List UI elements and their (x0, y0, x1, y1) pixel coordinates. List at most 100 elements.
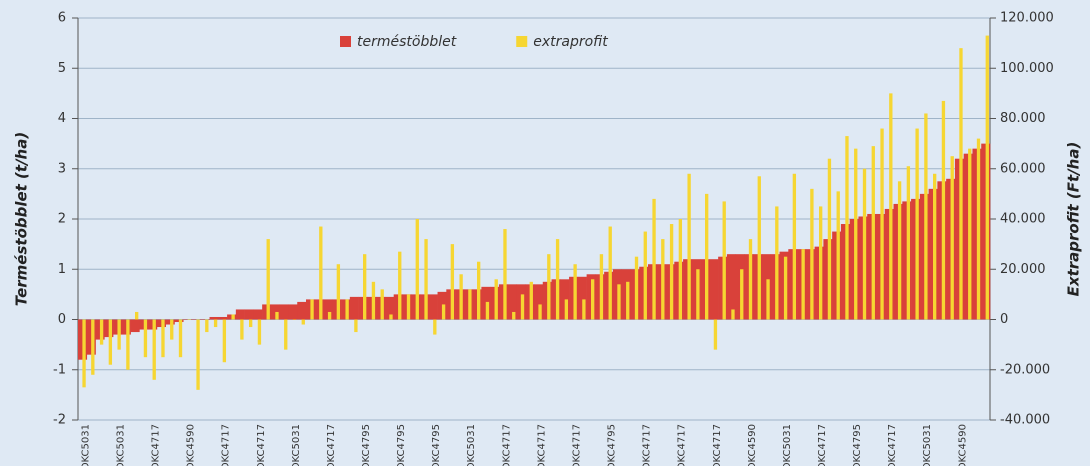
y-tick-label: 4 (58, 111, 66, 126)
bar (288, 304, 298, 320)
bar (143, 319, 148, 358)
x-tick-label: DKC5031 (80, 424, 91, 466)
x-tick-label: DKC4717 (677, 424, 688, 466)
bar (468, 289, 472, 320)
bar (398, 251, 402, 320)
x-tick-label: DKC4717 (817, 424, 828, 466)
bar (959, 48, 963, 320)
y-tick-label: 0 (58, 312, 66, 327)
x-tick-label: DKC4795 (852, 424, 863, 466)
bar (235, 309, 245, 320)
bar (319, 226, 323, 320)
y2-tick-label: 0 (1000, 312, 1008, 327)
x-tick-label: DKC4717 (221, 424, 232, 466)
y2-tick-label: 60.000 (1000, 161, 1046, 176)
bar (705, 193, 709, 320)
bar (512, 311, 516, 320)
bar (731, 309, 735, 320)
bar (284, 319, 288, 350)
bar (722, 201, 726, 320)
bar (249, 319, 253, 328)
x-tick-label: DKC4795 (431, 424, 442, 466)
bar (819, 206, 823, 320)
bar (349, 296, 359, 320)
bar (406, 294, 411, 320)
x-tick-label: DKC5031 (782, 424, 793, 466)
bar (327, 311, 332, 320)
bar (661, 239, 665, 320)
bar (477, 261, 481, 320)
bar (503, 229, 507, 320)
bar (740, 269, 744, 320)
bar (880, 128, 884, 320)
x-tick-label: DKC4590 (747, 424, 758, 466)
bar (555, 239, 560, 320)
y2-axis-label: Extraprofit (Ft/ha) (1065, 142, 1083, 297)
x-tick-label: DKC4795 (361, 424, 372, 466)
bar (310, 299, 314, 320)
bar (827, 158, 832, 320)
bar (279, 304, 289, 320)
legend-label: terméstöbblet (357, 34, 457, 50)
bar (389, 314, 393, 320)
bar (915, 128, 919, 320)
bar (384, 296, 394, 320)
x-tick-label: DKC5031 (115, 424, 126, 466)
bar (152, 319, 156, 380)
y2-tick-label: 40.000 (1000, 212, 1046, 227)
bar (240, 319, 244, 340)
bar (292, 319, 297, 320)
bar (608, 226, 612, 320)
bar (783, 256, 788, 320)
x-tick-label: DKC5031 (922, 424, 933, 466)
bar (257, 319, 262, 345)
bar (889, 93, 893, 320)
x-tick-label: DKC4717 (536, 424, 547, 466)
x-tick-label: DKC4717 (501, 424, 512, 466)
x-tick-label: DKC4590 (957, 424, 968, 466)
bar (433, 319, 437, 335)
y-tick-label: 2 (58, 212, 66, 227)
bar (634, 256, 639, 320)
bar (205, 319, 209, 333)
bar (494, 279, 498, 320)
bar (924, 113, 928, 320)
bar (450, 244, 455, 320)
bar (323, 299, 333, 320)
bar (354, 319, 358, 333)
bar (529, 281, 533, 320)
bar (266, 239, 270, 320)
bar (862, 168, 867, 320)
bar (130, 319, 140, 333)
y-tick-label: 5 (58, 61, 66, 76)
y-tick-label: 1 (58, 262, 66, 277)
y-tick-label: -2 (53, 413, 66, 428)
bar (906, 166, 911, 320)
bar (538, 304, 542, 320)
bar (161, 319, 165, 358)
bar (933, 173, 937, 320)
bar (187, 319, 191, 320)
x-tick-label: DKC5031 (466, 424, 477, 466)
bar (520, 294, 525, 320)
bar (135, 311, 139, 320)
bar (380, 289, 384, 320)
y2-tick-label: 20.000 (1000, 262, 1046, 277)
bar (845, 136, 849, 320)
x-tick-label: DKC4717 (571, 424, 582, 466)
bar (871, 146, 875, 320)
bar (170, 319, 174, 340)
bar (275, 311, 279, 320)
bar (985, 35, 989, 320)
bar (336, 264, 341, 320)
bar (209, 316, 219, 320)
bar (547, 254, 551, 320)
x-tick-label: DKC4795 (607, 424, 618, 466)
bar (709, 259, 719, 320)
bar (363, 254, 367, 320)
x-tick-label: DKC4717 (887, 424, 898, 466)
bar (428, 294, 438, 320)
bar (507, 284, 517, 320)
bar (231, 314, 235, 320)
